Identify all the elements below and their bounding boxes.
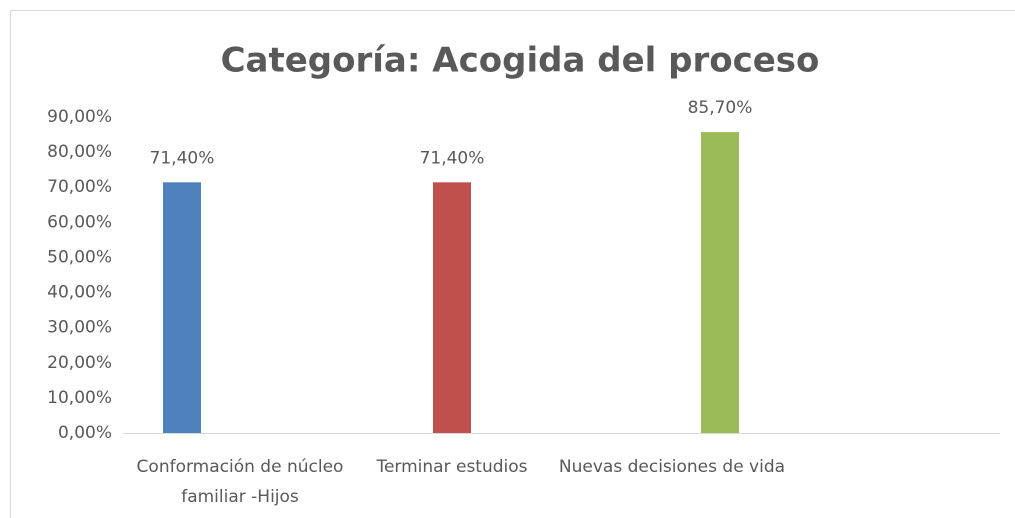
chart-border [10, 10, 1015, 518]
bar [701, 132, 739, 433]
data-label: 71,40% [150, 148, 215, 168]
y-tick-label: 70,00% [47, 177, 112, 197]
y-tick-label: 60,00% [47, 212, 112, 232]
bar [433, 182, 471, 433]
data-label: 71,40% [420, 148, 485, 168]
y-tick-label: 90,00% [47, 107, 112, 127]
x-tick-label: Terminar estudios [376, 457, 528, 477]
x-tick-label: Nuevas decisiones de vida [558, 457, 786, 477]
x-tick-label: Conformación de núcleo familiar -Hijos [136, 457, 344, 507]
y-tick-label: 30,00% [47, 318, 112, 338]
y-tick-label: 50,00% [47, 247, 112, 267]
y-tick-label: 20,00% [47, 353, 112, 373]
y-tick-label: 80,00% [47, 142, 112, 162]
y-tick-label: 0,00% [58, 423, 112, 443]
y-tick-label: 10,00% [47, 388, 112, 408]
y-tick-label: 40,00% [47, 283, 112, 303]
chart-title: Categoría: Acogida del proceso [221, 41, 820, 81]
data-label: 85,70% [688, 98, 753, 118]
bar [163, 182, 201, 433]
